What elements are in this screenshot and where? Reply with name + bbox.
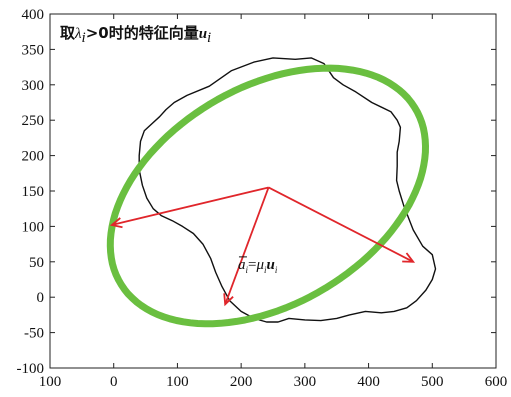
x-tick-label: 200	[230, 374, 253, 390]
y-tick-label: 150	[22, 184, 45, 200]
y-tick-label: 0	[37, 290, 45, 306]
ann-u: u	[266, 257, 274, 273]
title-vec-sub: i	[207, 30, 211, 46]
object-contour	[138, 57, 437, 323]
vector-1	[111, 186, 269, 226]
vector-3-arrowhead	[402, 252, 416, 263]
title-lambda-sub: i	[82, 30, 86, 46]
y-tick-label: -50	[24, 326, 44, 342]
vector-3	[268, 186, 414, 263]
y-tick-label: 250	[22, 113, 45, 129]
y-tick-label: 400	[22, 7, 45, 23]
title-vec: u	[199, 26, 207, 42]
x-tick-label: 400	[357, 374, 380, 390]
ann-eq: =	[248, 257, 256, 273]
x-tick-label: 0	[110, 374, 118, 390]
x-tick-label: 300	[294, 374, 317, 390]
vector-annotation: ai=μiui	[238, 256, 278, 275]
title-relation: >0时的特征向量	[86, 24, 199, 42]
y-tick-label: 100	[22, 219, 45, 235]
y-tick-label: 50	[29, 255, 44, 271]
ann-u-sub: i	[275, 265, 278, 275]
vector-1-arrowhead	[109, 217, 123, 229]
y-tick-label: 300	[22, 78, 45, 94]
y-tick-label: 350	[22, 42, 45, 58]
ann-a: a	[238, 257, 246, 273]
x-tick-label: 100	[166, 374, 189, 390]
y-tick-label: 200	[22, 149, 45, 165]
ann-mu: μ	[255, 257, 264, 273]
y-tick-label: -100	[17, 361, 45, 377]
vector-2	[224, 187, 270, 305]
x-tick-label: 600	[485, 374, 508, 390]
contour-layer	[138, 57, 437, 323]
ellipse-layer	[106, 64, 429, 328]
title-lambda: λ	[74, 26, 82, 42]
x-tick-label: 500	[421, 374, 444, 390]
x-tick-label: 100	[39, 374, 62, 390]
axes	[49, 13, 497, 369]
vector-layer	[109, 186, 416, 307]
ann-mu-sub: i	[264, 265, 267, 275]
annotation-text: ai=μiui	[238, 257, 278, 275]
chart-title: 取λi>0时的特征向量ui	[60, 24, 211, 46]
tick-labels: 100 0 100 200 300 400 500 600 -100 -50 0 50 100 150 20…	[17, 7, 508, 390]
ann-a-sub: i	[245, 265, 248, 275]
fitted-ellipse	[106, 64, 429, 328]
title-prefix: 取	[60, 24, 76, 42]
vector-2-arrowhead	[223, 293, 234, 307]
